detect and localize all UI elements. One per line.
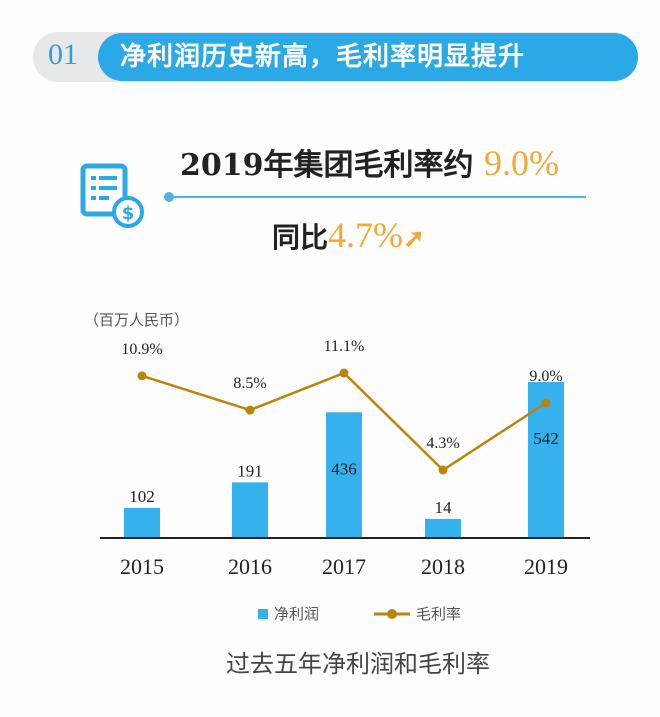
bar-value-label: 14 xyxy=(435,498,453,517)
margin-point-2017 xyxy=(339,368,349,378)
bar-2015 xyxy=(124,507,160,537)
bar-value-label: 102 xyxy=(129,487,155,506)
chart-title: 过去五年净利润和毛利率 xyxy=(226,651,490,678)
bar-2017 xyxy=(326,412,362,537)
x-tick-label: 2018 xyxy=(421,554,465,579)
legend-bar-label: 净利润 xyxy=(274,606,319,623)
margin-value-label: 4.3% xyxy=(426,435,459,452)
arrow-up-icon: ➚ xyxy=(403,224,425,254)
section-title: 净利润历史新高，毛利率明显提升 xyxy=(98,33,638,81)
legend-line-marker xyxy=(387,609,397,619)
legend-line-label: 毛利率 xyxy=(416,606,461,623)
invoice-dollar-icon: $ xyxy=(80,163,144,228)
margin-value-label: 8.5% xyxy=(233,375,266,392)
yoy-text: 同比 xyxy=(272,221,329,254)
bar-2016 xyxy=(232,482,268,537)
headline-text: 2019年集团毛利率约 xyxy=(180,148,474,183)
margin-value-label: 9.0% xyxy=(529,368,562,385)
margin-point-2016 xyxy=(245,405,255,415)
divider-line xyxy=(170,196,586,198)
margin-point-2019 xyxy=(541,398,551,408)
margin-point-2015 xyxy=(137,371,147,381)
section-number: 01 xyxy=(48,38,78,71)
yoy-value: 4.7% xyxy=(328,215,404,255)
legend-bar-swatch xyxy=(258,609,268,619)
bar-2019 xyxy=(528,382,564,537)
bar-value-label: 436 xyxy=(331,459,357,478)
bar-value-label: 191 xyxy=(237,461,263,480)
x-tick-label: 2017 xyxy=(322,554,366,579)
gross-margin-headline: 2019年集团毛利率约 9.0% xyxy=(180,140,559,184)
x-tick-label: 2015 xyxy=(120,554,164,579)
bar-value-label: 542 xyxy=(533,429,559,448)
margin-value-label: 11.1% xyxy=(324,338,365,355)
yoy-line: 同比4.7%➚ xyxy=(272,214,425,256)
svg-text:$: $ xyxy=(122,203,135,224)
bar-2018 xyxy=(425,519,461,537)
unit-label: （百万人民币） xyxy=(84,312,189,329)
divider-dot xyxy=(164,192,174,202)
margin-value-label: 10.9% xyxy=(121,341,162,358)
headline-value: 9.0% xyxy=(483,143,559,183)
margin-point-2018 xyxy=(438,465,448,475)
x-tick-label: 2019 xyxy=(524,554,568,579)
x-tick-label: 2016 xyxy=(228,554,272,579)
